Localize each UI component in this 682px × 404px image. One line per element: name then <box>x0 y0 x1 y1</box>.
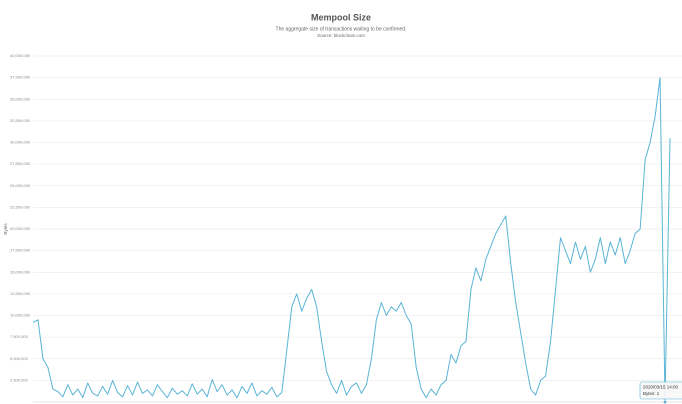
y-tick-label: 22,500,000 <box>10 204 31 209</box>
y-tick-label: 27,500,000 <box>10 161 31 166</box>
y-tick-label: 35,000,000 <box>10 96 31 101</box>
chart-subtitle: The aggregate size of transactions waiti… <box>276 26 407 32</box>
y-tick-label: 20,000,000 <box>10 226 31 231</box>
y-tick-label: 32,500,000 <box>10 118 31 123</box>
y-tick-label: 7,500,000 <box>10 334 29 339</box>
y-tick-label: 5,000,000 <box>10 356 29 361</box>
y-tick-label: 37,500,000 <box>10 75 31 80</box>
y-tick-label: 30,000,000 <box>10 140 31 145</box>
tooltip-label: Bytes: 1 <box>643 391 660 396</box>
y-tick-label: 2,500,000 <box>10 377 29 382</box>
y-tick-label: 25,000,000 <box>10 183 31 188</box>
y-tick-label: 40,000,000 <box>10 53 31 58</box>
hover-point <box>662 399 668 404</box>
tooltip-box <box>639 381 682 400</box>
tooltip-title: 2020/03/15 14:00 <box>643 385 679 390</box>
data-line <box>32 77 671 403</box>
y-axis-label: Bytes <box>3 223 8 235</box>
chart-source: Source: blockchain.com <box>317 33 365 38</box>
y-tick-label: 10,000,000 <box>10 313 31 318</box>
chart-title: Mempool Size <box>311 12 371 22</box>
y-tick-label: 17,500,000 <box>10 248 31 253</box>
y-tick-label: 15,000,000 <box>10 269 31 274</box>
y-tick-label: 12,500,000 <box>10 291 31 296</box>
